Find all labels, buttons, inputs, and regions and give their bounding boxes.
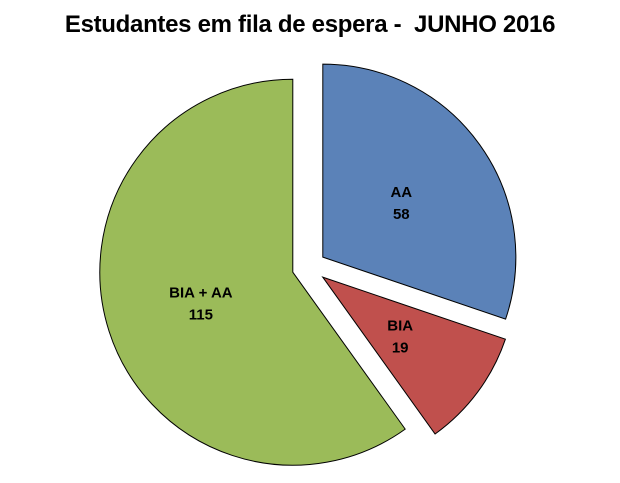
chart-title: Estudantes em fila de espera - JUNHO 201…	[64, 11, 556, 38]
pie-slice-bia	[321, 276, 507, 435]
slice-value-bia: 19	[392, 340, 409, 357]
pie-slice-aa	[322, 63, 517, 320]
slice-label-bia: BIA	[387, 318, 413, 335]
pie-slice-bia-aa	[99, 78, 406, 466]
slice-value-bia-aa: 115	[189, 307, 213, 324]
slice-label-aa: AA	[390, 184, 412, 201]
slice-label-bia-aa: BIA + AA	[169, 285, 233, 302]
slice-value-aa: 58	[393, 206, 410, 223]
